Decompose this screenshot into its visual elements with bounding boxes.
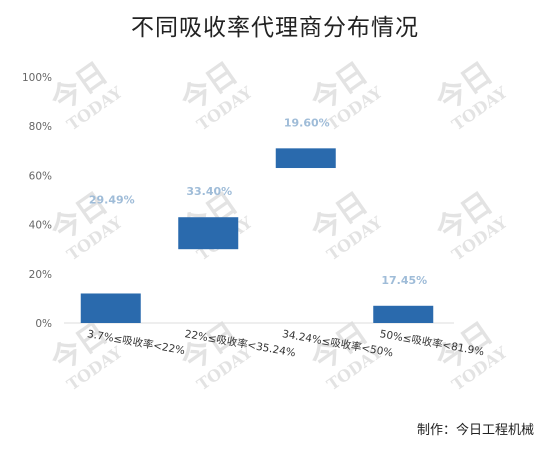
y-tick-label: 0% [35, 318, 52, 330]
y-tick-label: 80% [29, 121, 52, 133]
credit-text: 制作：今日工程机械 [416, 423, 534, 438]
y-tick-label: 100% [22, 72, 52, 84]
y-tick-label: 20% [29, 269, 52, 281]
data-label: 17.45% [381, 274, 427, 287]
y-tick-label: 60% [29, 170, 52, 182]
data-label: 19.60% [284, 116, 330, 129]
bar [373, 305, 434, 323]
y-tick-label: 40% [29, 220, 52, 232]
data-labels: 29.49% 33.40% 19.60% 17.45% [89, 116, 427, 286]
data-label: 33.40% [186, 185, 232, 198]
bar [178, 217, 239, 250]
bar [80, 293, 141, 323]
bar [275, 148, 336, 169]
y-axis: 0% 20% 40% 60% 80% 100% [22, 72, 454, 330]
chart-title: 不同吸收率代理商分布情况 [131, 15, 419, 41]
bars [80, 148, 434, 323]
x-axis: 3.7%≤吸收率<22%22%≤吸收率<35.24%34.24%≤吸收率<50%… [86, 327, 485, 359]
data-label: 29.49% [89, 193, 135, 206]
